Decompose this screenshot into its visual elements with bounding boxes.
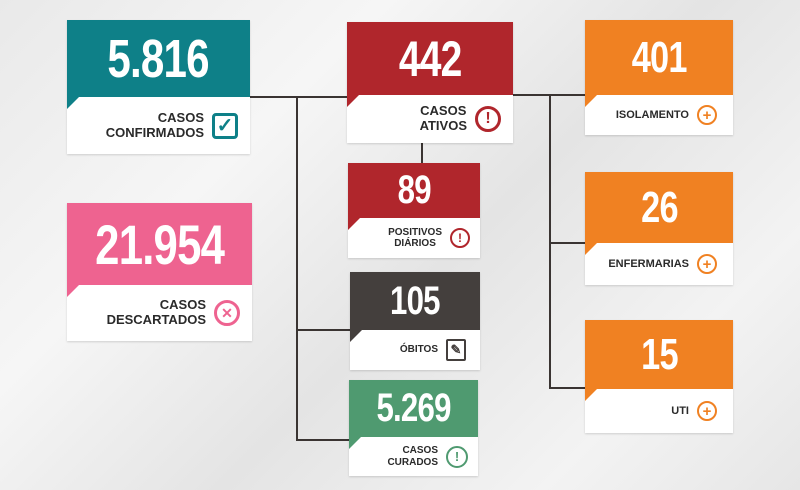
confirmed-value: 5.816	[107, 28, 210, 89]
plus-circle-icon: +	[697, 401, 717, 421]
document-edit-icon: ✎	[446, 339, 466, 361]
recovered-value: 5.269	[376, 386, 451, 430]
connector-line	[549, 242, 585, 244]
label: CASOS	[420, 103, 467, 119]
card-positivos-diarios: 89 POSITIVOS DIÁRIOS !	[348, 163, 480, 258]
exclamation-circle-icon: !	[450, 228, 470, 248]
exclamation-circle-icon: !	[446, 445, 468, 468]
daily-positive-value: 89	[397, 168, 431, 212]
card-isolamento: 401 ISOLAMENTO +	[585, 20, 733, 135]
plus-circle-icon: +	[697, 105, 717, 125]
label: CASOS	[402, 445, 438, 456]
connector-line	[296, 329, 350, 331]
exclamation-circle-icon: !	[475, 106, 501, 132]
icu-value: 15	[640, 329, 678, 379]
connector-line	[421, 143, 423, 163]
label: DESCARTADOS	[106, 312, 206, 327]
active-value: 442	[398, 30, 463, 87]
check-square-icon: ✓	[212, 112, 238, 139]
label: ATIVOS	[419, 118, 467, 133]
x-circle-icon: ✕	[214, 300, 240, 326]
connector-line	[296, 96, 298, 441]
label: CONFIRMADOS	[105, 124, 204, 140]
label: UTI	[671, 404, 689, 417]
connector-line	[250, 96, 348, 98]
card-uti: 15 UTI +	[585, 320, 733, 433]
label: CASOS	[159, 297, 206, 313]
label: ENFERMARIAS	[608, 257, 689, 270]
card-casos-ativos: 442 CASOS ATIVOS !	[347, 22, 513, 143]
label: DIÁRIOS	[394, 238, 436, 249]
connector-line	[549, 387, 585, 389]
card-casos-curados: 5.269 CASOS CURADOS !	[349, 380, 478, 476]
label: ÓBITOS	[399, 344, 438, 356]
connector-line	[549, 94, 551, 389]
card-casos-descartados: 21.954 CASOS DESCARTADOS ✕	[67, 203, 252, 341]
discarded-value: 21.954	[95, 212, 225, 276]
card-casos-confirmados: 5.816 CASOS CONFIRMADOS ✓	[67, 20, 250, 154]
label: ISOLAMENTO	[615, 108, 689, 121]
deaths-value: 105	[390, 278, 441, 323]
wards-value: 26	[640, 182, 678, 232]
isolation-value: 401	[631, 32, 688, 82]
label: CASOS	[157, 109, 204, 125]
card-enfermarias: 26 ENFERMARIAS +	[585, 172, 733, 285]
connector-line	[296, 439, 350, 441]
card-obitos: 105 ÓBITOS ✎	[350, 272, 480, 370]
label: POSITIVOS	[388, 226, 442, 238]
plus-circle-icon: +	[697, 254, 717, 274]
label: CURADOS	[387, 456, 438, 468]
